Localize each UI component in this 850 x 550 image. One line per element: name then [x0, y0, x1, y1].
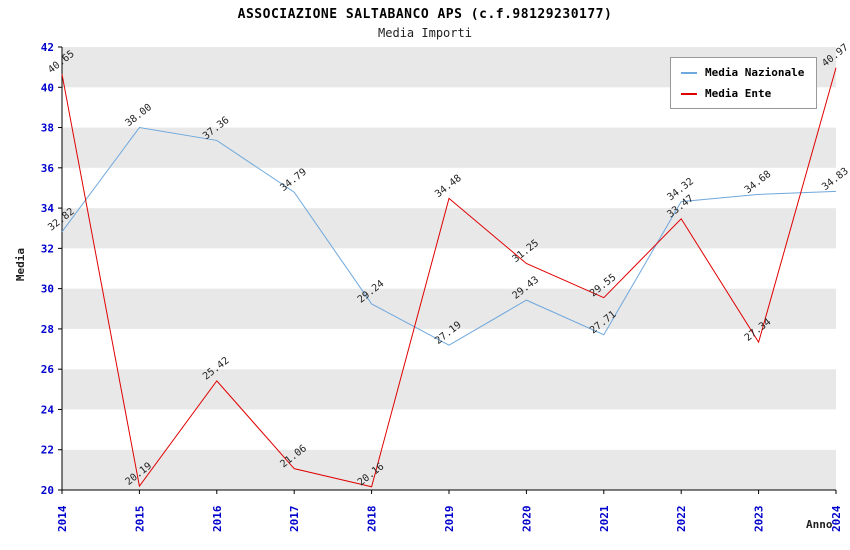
legend-item-media-ente: Media Ente [681, 87, 804, 100]
y-tick-label: 30 [41, 283, 54, 296]
y-axis-title: Media [14, 247, 28, 282]
plot-band [62, 369, 836, 410]
y-tick-label: 26 [41, 363, 55, 376]
x-tick-label: 2020 [520, 506, 533, 533]
y-tick-label: 36 [41, 162, 55, 175]
y-tick-label: 24 [41, 403, 55, 416]
y-tick-label: 28 [41, 323, 54, 336]
chart-subtitle: Media Importi [378, 26, 472, 40]
y-tick-label: 32 [41, 242, 54, 255]
x-tick-label: 2019 [443, 506, 456, 533]
plot-band [62, 208, 836, 249]
legend-line-swatch-blue [681, 71, 697, 74]
plot-band [62, 409, 836, 450]
plot-band [62, 328, 836, 370]
x-tick-label: 2017 [288, 506, 301, 533]
x-tick-label: 2024 [830, 505, 843, 532]
chart-title: ASSOCIAZIONE SALTABANCO APS (c.f.9812923… [237, 7, 613, 22]
x-tick-label: 2014 [56, 505, 69, 532]
x-tick-label: 2021 [598, 505, 611, 532]
y-tick-label: 22 [41, 444, 54, 457]
y-tick-label: 34 [41, 202, 55, 215]
x-tick-label: 2022 [675, 506, 688, 533]
series-line-media-nazionale [61, 127, 837, 346]
legend-label-media-nazionale: Media Nazionale [705, 66, 805, 79]
y-tick-label: 20 [41, 484, 54, 497]
legend-item-media-nazionale: Media Nazionale [681, 66, 804, 79]
y-tick-label: 38 [41, 122, 54, 135]
x-tick-label: 2016 [211, 505, 224, 532]
x-tick-label: 2015 [133, 506, 146, 533]
plot-band [62, 127, 836, 168]
legend-line-swatch-red [681, 92, 697, 95]
plot-band [62, 288, 836, 329]
x-tick-label: 2023 [753, 506, 766, 533]
legend-label-media-ente: Media Ente [705, 87, 772, 100]
series-line-media-ente [61, 67, 837, 488]
y-tick-label: 40 [41, 81, 54, 94]
x-tick-label: 2018 [366, 506, 379, 533]
x-axis-title: Anno [806, 518, 833, 531]
y-tick-label: 42 [41, 41, 54, 54]
plot-band [62, 449, 836, 490]
legend: Media Nazionale Media Ente [670, 57, 818, 109]
plot-band [62, 248, 836, 289]
plot-band [62, 167, 836, 209]
